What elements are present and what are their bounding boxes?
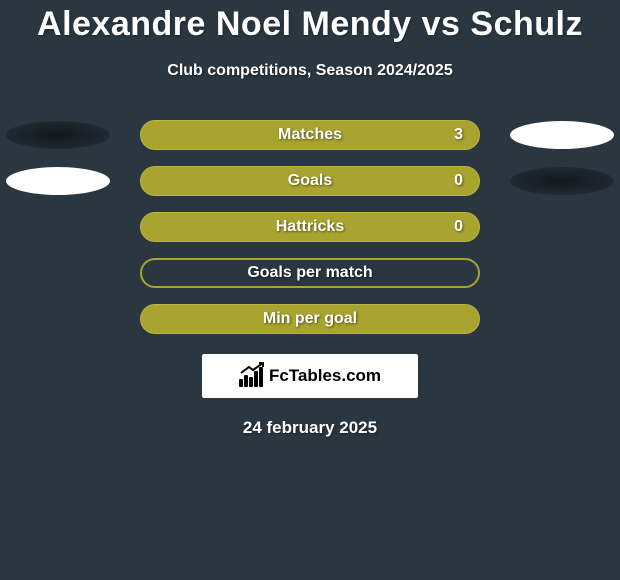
stat-value: 0 — [454, 172, 463, 190]
right-ellipse — [510, 121, 614, 149]
stat-label: Goals per match — [247, 264, 372, 282]
stats-list: Matches 3 Goals 0 Hattricks 0 Goals per match M… — [0, 120, 620, 334]
stat-bar: Hattricks 0 — [140, 212, 480, 242]
stat-row: Matches 3 — [0, 120, 620, 150]
date-label: 24 february 2025 — [0, 418, 620, 438]
stat-bar: Goals per match — [140, 258, 480, 288]
subtitle: Club competitions, Season 2024/2025 — [0, 62, 620, 80]
left-ellipse — [6, 121, 110, 149]
stat-row: Goals per match — [0, 258, 620, 288]
bar-chart-icon — [239, 365, 263, 387]
logo-box[interactable]: FcTables.com — [202, 354, 418, 398]
stat-label: Min per goal — [263, 310, 357, 328]
stat-label: Goals — [288, 172, 332, 190]
stat-bar: Min per goal — [140, 304, 480, 334]
stat-row: Hattricks 0 — [0, 212, 620, 242]
right-ellipse — [510, 167, 614, 195]
comparison-card: Alexandre Noel Mendy vs Schulz Club comp… — [0, 0, 620, 438]
stat-row: Goals 0 — [0, 166, 620, 196]
stat-row: Min per goal — [0, 304, 620, 334]
stat-label: Matches — [278, 126, 342, 144]
stat-bar: Goals 0 — [140, 166, 480, 196]
left-ellipse — [6, 167, 110, 195]
stat-bar: Matches 3 — [140, 120, 480, 150]
logo-text: FcTables.com — [269, 366, 381, 386]
stat-value: 3 — [454, 126, 463, 144]
stat-value: 0 — [454, 218, 463, 236]
stat-label: Hattricks — [276, 218, 344, 236]
page-title: Alexandre Noel Mendy vs Schulz — [0, 5, 620, 44]
